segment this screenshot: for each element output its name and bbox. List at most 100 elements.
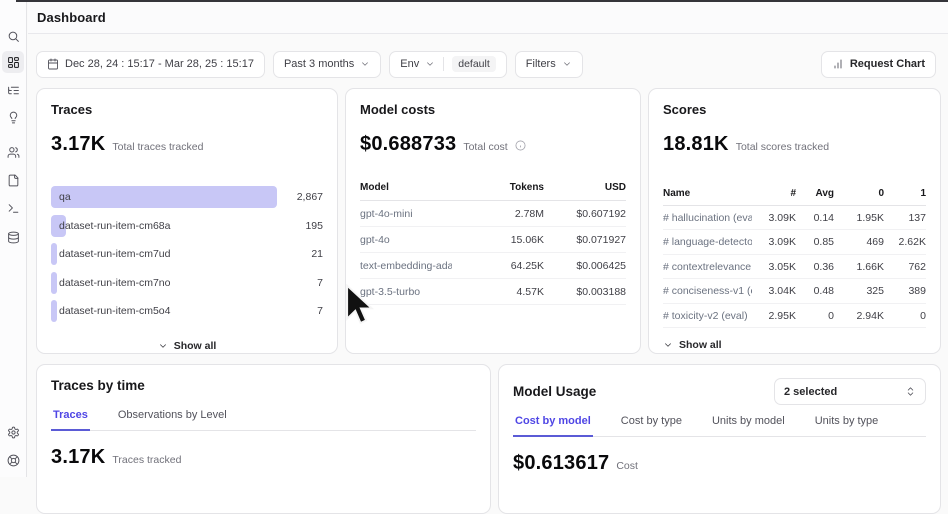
trace-bar — [51, 243, 57, 265]
trace-bar-label: qa — [59, 191, 71, 203]
divider — [443, 57, 445, 71]
tab-units-by-type[interactable]: Units by type — [814, 415, 879, 427]
show-all-button[interactable]: Show all — [51, 340, 323, 352]
total-scores-metric: 18.81K — [663, 133, 729, 155]
scores-table: Name # Avg 0 1 # hallucination (eval) 3.… — [663, 182, 926, 328]
prompts-file-icon[interactable] — [2, 169, 24, 191]
date-range-value: Dec 28, 24 : 15:17 - Mar 28, 25 : 15:17 — [65, 58, 254, 70]
table-row[interactable]: # hallucination (eval) 3.09K 0.14 1.95K … — [663, 206, 926, 230]
model-select-dropdown[interactable]: 2 selected — [774, 378, 926, 405]
trace-bar-label: dataset-run-item-cm68a — [59, 219, 171, 232]
chevron-down-icon — [563, 62, 570, 66]
metric-caption: Cost — [616, 460, 638, 472]
trace-bar — [51, 271, 57, 294]
card-title: Traces by time — [51, 378, 145, 393]
trace-bar-row[interactable]: qa 2,867 — [51, 186, 323, 208]
playground-terminal-icon[interactable] — [2, 197, 24, 219]
tab-observations-by-level[interactable]: Observations by Level — [117, 409, 227, 421]
chevron-down-icon — [665, 343, 671, 347]
table-row[interactable]: gpt-4o 15.06K $0.071927 — [360, 227, 626, 253]
metric-caption: Total scores tracked — [735, 141, 830, 153]
tab-bar: Traces Observations by Level — [51, 405, 476, 431]
card-title: Model Usage — [513, 384, 597, 399]
dashboard-icon[interactable] — [2, 51, 24, 73]
lightbulb-icon[interactable] — [2, 106, 24, 128]
table-row[interactable]: text-embedding-ada-002 64.25K $0.006425 — [360, 253, 626, 279]
filters-dropdown[interactable]: Filters — [514, 50, 583, 78]
card-title: Traces — [51, 102, 93, 117]
trace-bar-count: 2,867 — [296, 191, 323, 203]
bar-chart-icon — [834, 59, 842, 69]
trace-bar-count: 21 — [311, 248, 323, 260]
date-range-picker[interactable]: Dec 28, 24 : 15:17 - Mar 28, 25 : 15:17 — [36, 50, 265, 78]
trace-bar-label: dataset-run-item-cm7ud — [59, 248, 171, 260]
chevrons-up-down-icon — [907, 387, 914, 396]
env-filter-dropdown[interactable]: Env default — [389, 50, 507, 78]
datasets-database-icon[interactable] — [2, 226, 24, 248]
model-select-value: 2 selected — [784, 385, 838, 398]
tab-cost-by-type[interactable]: Cost by type — [620, 415, 682, 427]
card-title: Model costs — [360, 102, 436, 117]
trace-bar-list: qa 2,867 dataset-run-item-cm68a 195 data… — [51, 186, 323, 322]
traces-tracked-metric: 3.17K — [51, 446, 106, 468]
table-row[interactable]: # conciseness-v1 (eval) 3.04K 0.48 325 3… — [663, 279, 926, 304]
calendar-icon — [48, 58, 58, 70]
users-icon[interactable] — [2, 141, 24, 163]
page-header: Dashboard — [28, 2, 948, 34]
trace-bar-label: dataset-run-item-cm5o4 — [59, 305, 171, 317]
trace-bar-row[interactable]: dataset-run-item-cm7no 7 — [51, 271, 323, 294]
table-row[interactable]: # language-detector (eval) 3.09K 0.85 46… — [663, 230, 926, 255]
settings-gear-icon[interactable] — [2, 421, 24, 443]
table-row[interactable]: gpt-3.5-turbo 4.57K $0.003188 — [360, 279, 626, 305]
env-value-badge: default — [452, 56, 496, 72]
support-lifebuoy-icon[interactable] — [2, 449, 24, 471]
show-all-button[interactable]: Show all — [663, 339, 926, 351]
tab-cost-by-model[interactable]: Cost by model — [513, 411, 593, 437]
trace-bar-row[interactable]: dataset-run-item-cm7ud 21 — [51, 243, 323, 265]
trace-bar — [51, 214, 67, 237]
metric-caption: Total traces tracked — [112, 141, 204, 153]
metric-caption: Traces tracked — [112, 454, 182, 466]
tab-units-by-model[interactable]: Units by model — [711, 415, 785, 427]
trace-bar — [51, 186, 277, 208]
trace-bar-label: dataset-run-item-cm7no — [59, 276, 171, 289]
chevron-down-icon — [362, 62, 369, 66]
request-chart-button[interactable]: Request Chart — [820, 50, 936, 78]
info-icon[interactable] — [515, 137, 526, 155]
filters-label: Filters — [525, 58, 556, 70]
tab-bar: Cost by model Cost by type Units by mode… — [513, 411, 926, 437]
time-preset-dropdown[interactable]: Past 3 months — [272, 50, 382, 78]
tab-traces[interactable]: Traces — [51, 405, 90, 431]
request-chart-label: Request Chart — [849, 58, 925, 70]
window-top-border — [16, 0, 948, 2]
trace-bar-count: 195 — [305, 219, 323, 232]
trace-bar-count: 7 — [317, 305, 323, 317]
table-header: Name # Avg 0 1 — [663, 182, 926, 206]
model-costs-table: Model Tokens USD gpt-4o-mini 2.78M $0.60… — [360, 182, 626, 305]
table-header: Model Tokens USD — [360, 182, 626, 201]
total-cost-metric: $0.688733 — [360, 133, 457, 155]
traces-card: Traces 3.17K Total traces tracked qa 2,8… — [36, 88, 338, 354]
page-title: Dashboard — [37, 10, 106, 25]
scores-card: Scores 18.81K Total scores tracked Name … — [648, 88, 941, 354]
search-icon[interactable] — [2, 25, 24, 47]
table-row[interactable]: # contextrelevance (eval) 3.05K 0.36 1.6… — [663, 255, 926, 279]
metric-caption: Total cost — [463, 141, 508, 153]
model-usage-card: Model Usage 2 selected Cost by model Cos… — [498, 364, 941, 514]
usage-cost-metric: $0.613617 — [513, 452, 610, 474]
sidebar — [0, 0, 27, 477]
time-preset-value: Past 3 months — [283, 58, 355, 70]
table-row[interactable]: # toxicity-v2 (eval) 2.95K 0 2.94K 0 — [663, 304, 926, 328]
table-row[interactable]: gpt-4o-mini 2.78M $0.607192 — [360, 201, 626, 227]
trace-bar-count: 7 — [317, 276, 323, 289]
model-costs-card: Model costs $0.688733 Total cost Model T… — [345, 88, 641, 354]
traces-by-time-card: Traces by time Traces Observations by Le… — [36, 364, 491, 514]
chevron-down-icon — [159, 344, 166, 348]
trace-bar-row[interactable]: dataset-run-item-cm5o4 7 — [51, 300, 323, 322]
chevron-down-icon — [427, 62, 434, 66]
env-label: Env — [400, 58, 420, 70]
tracing-icon[interactable] — [2, 79, 24, 101]
trace-bar-row[interactable]: dataset-run-item-cm68a 195 — [51, 214, 323, 237]
traces-total-metric: 3.17K — [51, 133, 106, 155]
filter-bar: Dec 28, 24 : 15:17 - Mar 28, 25 : 15:17 … — [36, 50, 936, 78]
